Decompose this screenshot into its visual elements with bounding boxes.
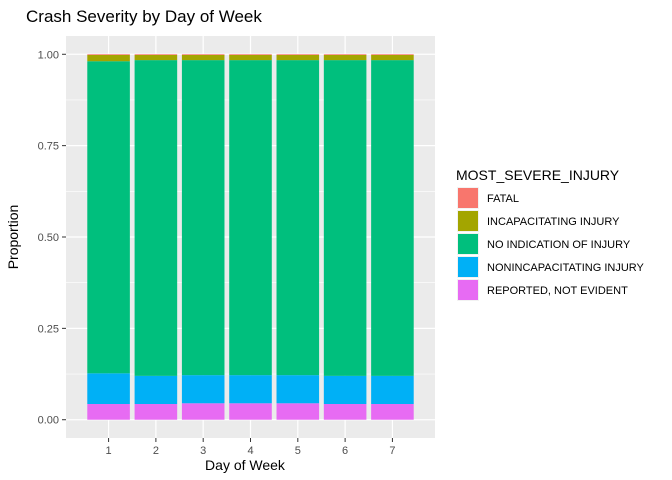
- y-axis-title: Proportion: [5, 205, 21, 270]
- bar-segment: [87, 373, 130, 405]
- bar-segment: [134, 404, 178, 420]
- bar-segment: [134, 375, 178, 405]
- x-axis-title: Day of Week: [205, 457, 286, 473]
- bar-segment: [181, 375, 225, 404]
- bar-segment: [181, 60, 225, 376]
- legend: FATAL INCAPACITATING INJURY NO INDICATION …: [457, 187, 645, 301]
- bar-segment: [371, 55, 414, 61]
- y-tick-label: 0.75: [38, 141, 59, 153]
- legend-swatch: [458, 234, 478, 254]
- bar-segment: [134, 55, 178, 61]
- legend-label: REPORTED, NOT EVIDENT: [487, 285, 628, 297]
- bar-segment: [87, 61, 130, 374]
- legend-swatch: [458, 280, 478, 300]
- bar-segment: [134, 54, 178, 56]
- legend-swatch: [458, 188, 478, 208]
- bar-segment: [229, 403, 272, 420]
- bar-segment: [276, 55, 320, 61]
- x-tick-label: 3: [200, 445, 206, 457]
- y-tick-label: 0.50: [38, 232, 59, 244]
- legend-swatch: [458, 211, 478, 231]
- x-tick-label: 7: [389, 445, 395, 457]
- bar-segment: [371, 404, 414, 420]
- legend-label: NO INDICATION OF INJURY: [487, 239, 631, 251]
- legend-label: INCAPACITATING INJURY: [487, 216, 620, 228]
- bar-segment: [87, 54, 130, 56]
- bar-segment: [229, 60, 272, 376]
- legend-title: MOST_SEVERE_INJURY: [456, 167, 620, 183]
- bar-segment: [323, 55, 367, 61]
- bar-segment: [134, 60, 178, 376]
- bar-segment: [87, 55, 130, 62]
- y-tick-label: 0.00: [38, 415, 59, 427]
- legend-label: FATAL: [487, 193, 519, 205]
- bar-segment: [181, 403, 225, 420]
- bar-segment: [323, 60, 367, 376]
- bar-segment: [229, 375, 272, 404]
- x-tick-label: 4: [247, 445, 253, 457]
- bar-segment: [371, 375, 414, 405]
- x-tick-label: 5: [295, 445, 301, 457]
- bar-segment: [276, 403, 320, 420]
- bar-segment: [371, 54, 414, 56]
- bars: [87, 54, 414, 420]
- bar-segment: [276, 375, 320, 404]
- bar-segment: [276, 60, 320, 376]
- bar-segment: [323, 375, 367, 405]
- bar-segment: [87, 404, 130, 420]
- bar-segment: [323, 404, 367, 420]
- x-tick-label: 6: [342, 445, 348, 457]
- x-tick-label: 2: [153, 445, 159, 457]
- bar-segment: [229, 54, 272, 56]
- x-axis: 1 2 3 4 5 6 7: [106, 438, 395, 457]
- chart-title: Crash Severity by Day of Week: [26, 7, 262, 26]
- bar-segment: [181, 55, 225, 61]
- legend-label: NONINCAPACITATING INJURY: [487, 262, 645, 274]
- bar-segment: [181, 54, 225, 56]
- y-axis: 0.00 0.25 0.50 0.75 1.00: [38, 49, 66, 427]
- x-tick-label: 1: [106, 445, 112, 457]
- bar-segment: [323, 54, 367, 56]
- legend-swatch: [458, 257, 478, 277]
- bar-segment: [276, 54, 320, 56]
- bar-segment: [229, 55, 272, 61]
- bar-segment: [371, 60, 414, 376]
- y-tick-label: 1.00: [38, 49, 59, 61]
- y-tick-label: 0.25: [38, 323, 59, 335]
